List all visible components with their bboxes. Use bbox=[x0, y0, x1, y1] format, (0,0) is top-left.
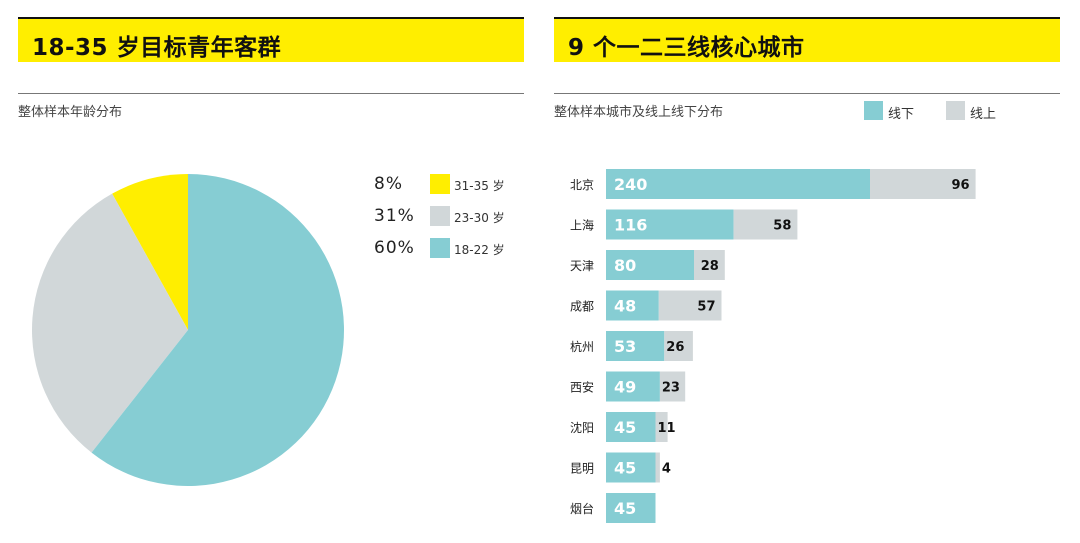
bar-online-value: 4 bbox=[662, 462, 671, 477]
city-panel: 9 个一二三线核心城市 整体样本城市及线上线下分布 线下 线上 北京 240 96 上海… bbox=[554, 0, 1060, 543]
age-legend-item: 8% 31-35 岁 bbox=[374, 174, 524, 196]
city-label: 北京 bbox=[570, 178, 594, 192]
bar-offline-value: 45 bbox=[614, 418, 636, 437]
city-legend-swatch bbox=[864, 101, 883, 120]
bar-online bbox=[694, 250, 725, 280]
city-bar-chart: 北京 240 96 上海 116 58 天津 80 28 成都 48 57 杭州 53 26 西安 49 23 沈阳… bbox=[570, 169, 976, 523]
city-title: 9 个一二三线核心城市 bbox=[568, 35, 805, 61]
city-subtitle: 整体样本城市及线上线下分布 bbox=[554, 105, 724, 120]
age-pie-chart bbox=[32, 174, 344, 487]
city-label: 天津 bbox=[570, 259, 594, 273]
bar-offline-value: 49 bbox=[614, 378, 636, 397]
bar-offline bbox=[606, 169, 870, 199]
bar-online bbox=[733, 209, 798, 240]
bar-offline-value: 48 bbox=[614, 297, 636, 316]
city-legend-label: 线上 bbox=[970, 107, 997, 122]
age-panel: 18-35 岁目标青年客群 整体样本年龄分布 8% 31-35 岁 31% 23-30… bbox=[18, 0, 524, 543]
age-divider bbox=[18, 93, 524, 94]
age-subtitle: 整体样本年龄分布 bbox=[18, 105, 123, 120]
bar-online bbox=[655, 412, 668, 442]
bar-online bbox=[655, 452, 660, 483]
age-legend-label: 23-30 岁 bbox=[454, 211, 505, 225]
bar-offline bbox=[606, 452, 656, 483]
bar-offline bbox=[606, 493, 656, 523]
bar-online bbox=[664, 331, 693, 361]
bar-offline-value: 53 bbox=[614, 337, 636, 356]
bar-online-value: 57 bbox=[697, 300, 715, 315]
age-title: 18-35 岁目标青年客群 bbox=[32, 35, 282, 61]
bar-offline bbox=[606, 290, 659, 321]
bar-online-value: 28 bbox=[701, 259, 719, 274]
city-divider bbox=[554, 93, 1060, 94]
city-banner: 9 个一二三线核心城市 bbox=[554, 17, 1060, 62]
bar-online bbox=[658, 290, 722, 321]
age-legend-percent: 60% bbox=[374, 238, 415, 258]
bar-offline-value: 116 bbox=[614, 216, 647, 235]
city-legend-label: 线下 bbox=[888, 107, 915, 122]
age-legend-percent: 31% bbox=[374, 206, 415, 226]
bar-offline-value: 45 bbox=[614, 499, 636, 518]
bar-offline-value: 240 bbox=[614, 175, 647, 194]
age-legend-item: 60% 18-22 岁 bbox=[374, 238, 524, 260]
city-label: 成都 bbox=[570, 300, 594, 314]
bar-offline-value: 80 bbox=[614, 256, 636, 275]
age-legend-label: 31-35 岁 bbox=[454, 179, 505, 193]
age-legend-swatch bbox=[430, 206, 450, 226]
bar-online-value: 11 bbox=[658, 421, 676, 436]
bar-online-value: 96 bbox=[952, 178, 970, 193]
bar-offline bbox=[606, 412, 656, 442]
pie-slice-3 bbox=[91, 174, 344, 487]
city-label: 上海 bbox=[570, 218, 594, 233]
city-legend-swatch bbox=[946, 101, 965, 120]
age-legend: 8% 31-35 岁 31% 23-30 岁 60% 18-22 岁 bbox=[374, 174, 524, 274]
city-label: 昆明 bbox=[570, 462, 594, 476]
age-legend-swatch bbox=[430, 174, 450, 194]
bar-online bbox=[659, 371, 686, 402]
city-legend: 线下 线上 bbox=[864, 101, 1054, 123]
age-legend-item: 31% 23-30 岁 bbox=[374, 206, 524, 228]
age-legend-label: 18-22 岁 bbox=[454, 243, 505, 257]
bar-offline bbox=[606, 371, 660, 402]
age-banner: 18-35 岁目标青年客群 bbox=[18, 17, 524, 62]
city-label: 杭州 bbox=[570, 339, 594, 354]
pie-slice-1 bbox=[112, 174, 188, 330]
bar-online-value: 58 bbox=[773, 219, 791, 234]
age-legend-percent: 8% bbox=[374, 174, 403, 194]
age-legend-swatch bbox=[430, 238, 450, 258]
bar-online-value: 26 bbox=[666, 340, 684, 355]
bar-online-value: 23 bbox=[662, 381, 680, 396]
city-label: 沈阳 bbox=[570, 420, 594, 435]
city-label: 烟台 bbox=[570, 501, 594, 516]
bar-online bbox=[870, 169, 976, 199]
city-label: 西安 bbox=[570, 380, 594, 395]
bar-offline bbox=[606, 209, 734, 240]
bar-offline bbox=[606, 331, 665, 361]
pie-slice-2 bbox=[32, 193, 189, 453]
bar-offline-value: 45 bbox=[614, 459, 636, 478]
bar-offline bbox=[606, 250, 694, 280]
